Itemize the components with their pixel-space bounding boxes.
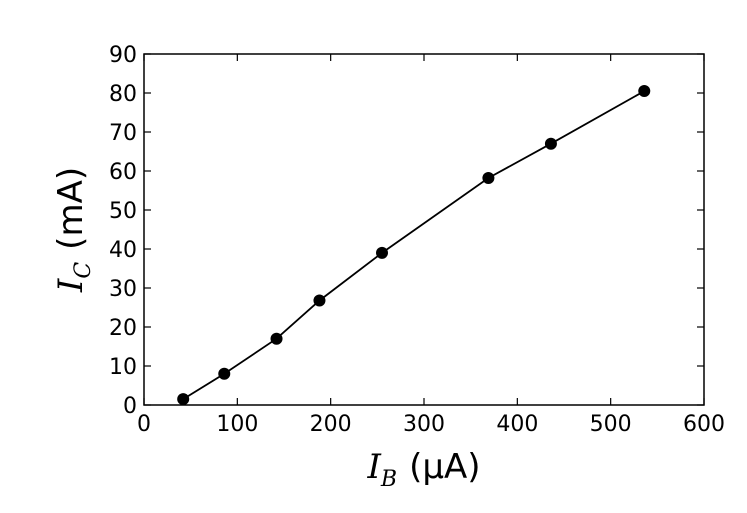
y-tick-label: 60 — [109, 160, 137, 185]
x-tick-label: 600 — [683, 412, 725, 437]
y-tick-label: 50 — [109, 199, 137, 224]
x-tick-label: 0 — [137, 412, 151, 437]
y-axis-label: IC (mA) — [51, 167, 96, 293]
y-tick-label: 10 — [109, 355, 137, 380]
x-tick-label: 100 — [216, 412, 258, 437]
data-point — [376, 246, 388, 259]
y-axis-unit: (mA) — [51, 167, 91, 250]
data-point — [270, 332, 283, 345]
x-tick-label: 400 — [496, 412, 538, 437]
x-axis-label: IB (μA) — [366, 447, 480, 492]
x-tick-label: 500 — [590, 412, 632, 437]
data-point — [544, 137, 557, 150]
x-axis-unit: (μA) — [409, 447, 480, 487]
x-axis-subscript: B — [380, 467, 397, 492]
x-axis-ticks: 0 100 200 300 400 500 600 — [137, 54, 725, 437]
y-axis-ticks: 0 10 20 30 40 50 60 70 80 90 — [109, 43, 704, 419]
x-tick-label: 300 — [403, 412, 445, 437]
y-tick-label: 80 — [109, 82, 137, 107]
x-axis-symbol: I — [366, 447, 381, 487]
plot-frame — [143, 53, 705, 406]
data-point — [638, 85, 651, 98]
series-line — [182, 90, 645, 400]
data-point — [482, 172, 495, 185]
y-axis-subscript: C — [71, 262, 96, 279]
y-tick-label: 70 — [109, 121, 137, 146]
y-tick-label: 40 — [109, 238, 137, 263]
plot-content — [177, 85, 651, 406]
y-tick-label: 90 — [109, 43, 137, 68]
y-tick-label: 20 — [109, 316, 137, 341]
data-point — [218, 367, 231, 380]
data-point — [313, 294, 326, 307]
y-tick-label: 30 — [109, 277, 137, 302]
x-tick-label: 200 — [310, 412, 352, 437]
y-tick-label: 0 — [123, 394, 137, 419]
y-axis-symbol: I — [51, 278, 91, 293]
data-point — [177, 393, 190, 406]
